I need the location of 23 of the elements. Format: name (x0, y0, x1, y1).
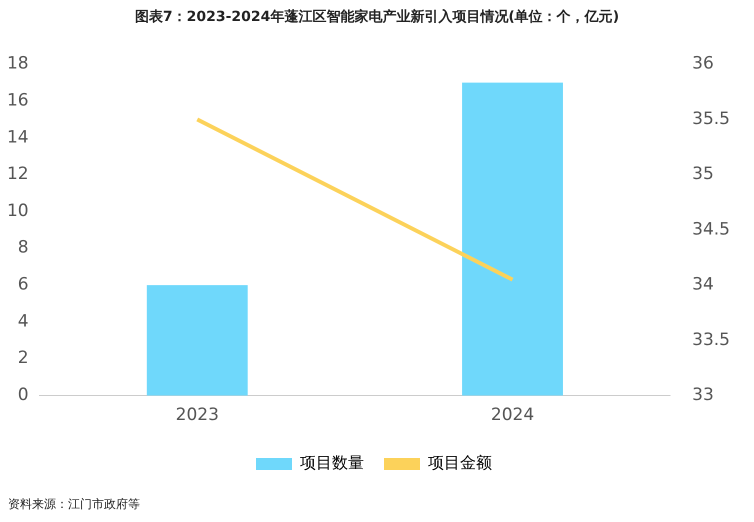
y2-tick-label: 34.5 (692, 219, 730, 240)
legend-label: 项目金额 (428, 453, 492, 472)
y2-tick-label: 33.5 (692, 330, 730, 350)
y-tick-label: 8 (18, 238, 29, 258)
y-tick-label: 4 (18, 311, 29, 332)
x-tick-label: 2023 (176, 405, 219, 426)
y-tick-label: 12 (6, 164, 29, 184)
y-tick-label: 6 (18, 274, 29, 295)
y-tick-label: 10 (6, 200, 29, 221)
chart-title: 图表7：2023-2024年蓬江区智能家电产业新引入项目情况(单位：个，亿元) (134, 8, 620, 26)
text: 资料来源：江门市政府等 (8, 496, 140, 513)
legend-label: 项目数量 (300, 453, 364, 472)
y-tick-label: 2 (18, 348, 29, 368)
x-tick-label: 2024 (490, 405, 534, 426)
y2-tick-label: 36 (692, 54, 714, 74)
y2-tick-label: 34 (692, 274, 714, 295)
y2-tick-label: 33 (692, 385, 714, 406)
y-tick-label: 0 (18, 385, 29, 406)
y-tick-label: 18 (6, 54, 29, 74)
y-tick-label: 14 (6, 127, 29, 148)
y2-tick-label: 35.5 (692, 108, 730, 129)
y-tick-label: 16 (6, 90, 29, 110)
y2-tick-label: 35 (692, 164, 714, 184)
